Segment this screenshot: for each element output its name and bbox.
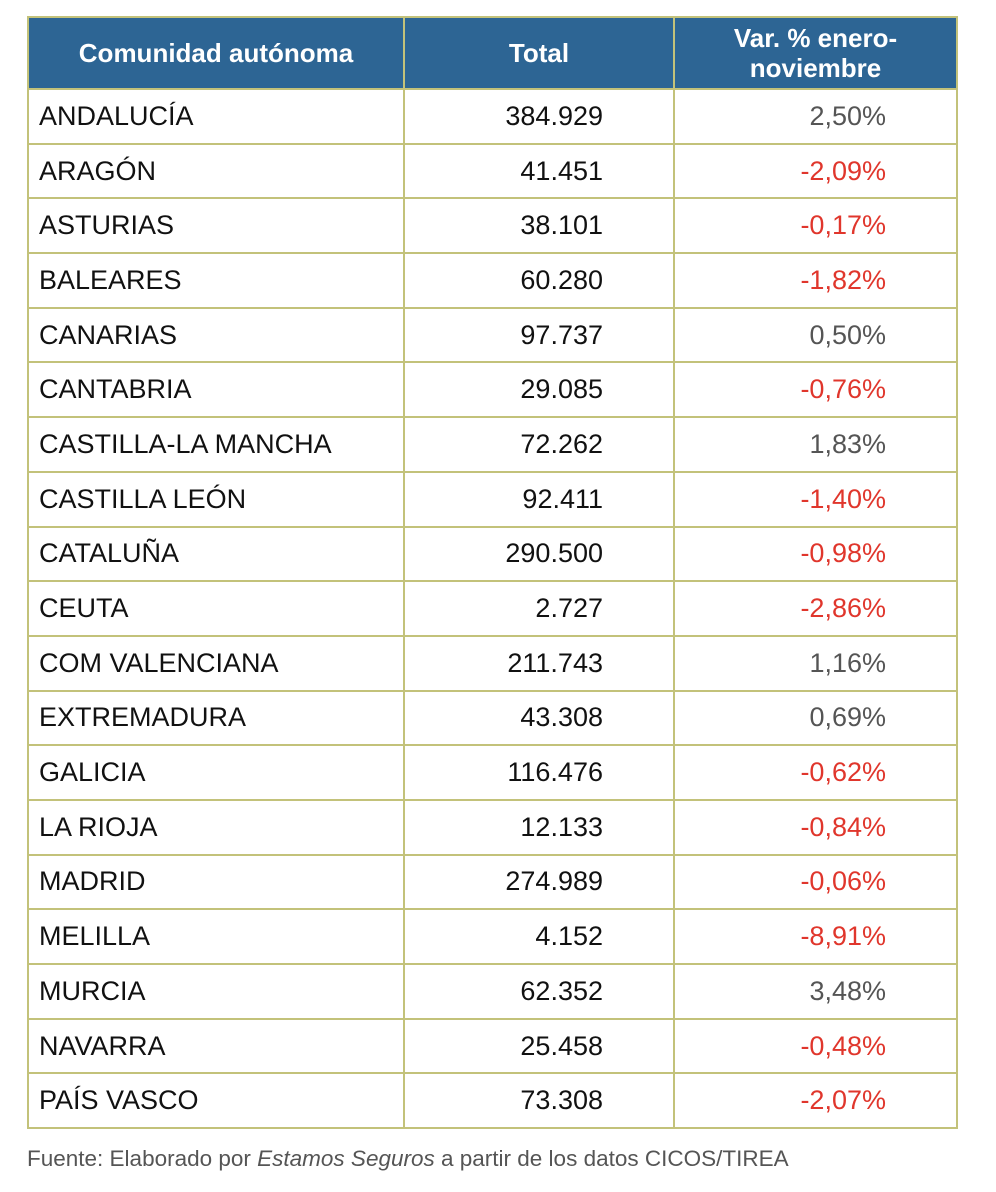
cell-variation: 1,16% [673, 634, 958, 692]
cell-community: NAVARRA [27, 1017, 405, 1075]
cell-total: 43.308 [403, 689, 675, 747]
cell-community: ASTURIAS [27, 197, 405, 255]
source-note: Fuente: Elaborado por Estamos Seguros a … [27, 1146, 789, 1172]
table-row: CATALUÑA 290.500 -0,98% [27, 525, 958, 583]
cell-community: MURCIA [27, 963, 405, 1020]
cell-community: BALEARES [27, 252, 405, 309]
source-suffix: a partir de los datos CICOS/TIREA [434, 1146, 789, 1171]
cell-variation: -0,48% [673, 1017, 958, 1075]
table-row: MURCIA 62.352 3,48% [27, 963, 958, 1020]
cell-variation: -2,86% [673, 580, 958, 637]
cell-community: PAÍS VASCO [27, 1072, 405, 1130]
cell-variation: 3,48% [673, 963, 958, 1020]
cell-variation: -0,84% [673, 798, 958, 856]
source-prefix: Fuente: Elaborado por [27, 1146, 258, 1171]
table-row: LA RIOJA 12.133 -0,84% [27, 798, 958, 856]
cell-variation: -0,06% [673, 853, 958, 911]
cell-total: 60.280 [403, 252, 675, 309]
table-row: EXTREMADURA 43.308 0,69% [27, 689, 958, 747]
cell-total: 211.743 [403, 634, 675, 692]
table-row: CASTILLA-LA MANCHA 72.262 1,83% [27, 416, 958, 473]
cell-total: 4.152 [403, 908, 675, 965]
table-row: CASTILLA LEÓN 92.411 -1,40% [27, 470, 958, 528]
cell-total: 72.262 [403, 416, 675, 473]
table-row: CANTABRIA 29.085 -0,76% [27, 361, 958, 419]
table-row: CEUTA 2.727 -2,86% [27, 580, 958, 637]
table-row: MADRID 274.989 -0,06% [27, 853, 958, 911]
cell-variation: -1,40% [673, 470, 958, 528]
header-total: Total [403, 16, 675, 90]
cell-community: COM VALENCIANA [27, 634, 405, 692]
cell-community: CEUTA [27, 580, 405, 637]
cell-community: ANDALUCÍA [27, 88, 405, 145]
cell-community: CANTABRIA [27, 361, 405, 419]
cell-total: 290.500 [403, 525, 675, 583]
cell-variation: -0,17% [673, 197, 958, 255]
cell-variation: -8,91% [673, 908, 958, 965]
cell-total: 38.101 [403, 197, 675, 255]
cell-community: CASTILLA LEÓN [27, 470, 405, 528]
cell-variation: -0,98% [673, 525, 958, 583]
table-row: ASTURIAS 38.101 -0,17% [27, 197, 958, 255]
header-variation: Var. % enero-noviembre [673, 16, 958, 90]
table-row: ANDALUCÍA 384.929 2,50% [27, 88, 958, 145]
cell-total: 41.451 [403, 142, 675, 200]
cell-community: ARAGÓN [27, 142, 405, 200]
cell-variation: 0,69% [673, 689, 958, 747]
cell-total: 116.476 [403, 744, 675, 801]
cell-community: EXTREMADURA [27, 689, 405, 747]
cell-community: MADRID [27, 853, 405, 911]
cell-total: 2.727 [403, 580, 675, 637]
table-row: ARAGÓN 41.451 -2,09% [27, 142, 958, 200]
table-row: GALICIA 116.476 -0,62% [27, 744, 958, 801]
cell-total: 384.929 [403, 88, 675, 145]
cell-variation: -0,76% [673, 361, 958, 419]
cell-community: GALICIA [27, 744, 405, 801]
cell-variation: 1,83% [673, 416, 958, 473]
table-row: MELILLA 4.152 -8,91% [27, 908, 958, 965]
cell-total: 274.989 [403, 853, 675, 911]
cell-variation: -2,09% [673, 142, 958, 200]
cell-community: CASTILLA-LA MANCHA [27, 416, 405, 473]
cell-total: 29.085 [403, 361, 675, 419]
cell-total: 92.411 [403, 470, 675, 528]
cell-variation: -1,82% [673, 252, 958, 309]
cell-total: 25.458 [403, 1017, 675, 1075]
table-row: COM VALENCIANA 211.743 1,16% [27, 634, 958, 692]
header-community: Comunidad autónoma [27, 16, 405, 90]
cell-community: LA RIOJA [27, 798, 405, 856]
cell-community: CATALUÑA [27, 525, 405, 583]
cell-variation: 2,50% [673, 88, 958, 145]
table-row: PAÍS VASCO 73.308 -2,07% [27, 1072, 958, 1130]
data-table: Comunidad autónoma Total Var. % enero-no… [27, 16, 958, 1130]
table-row: NAVARRA 25.458 -0,48% [27, 1017, 958, 1075]
cell-total: 12.133 [403, 798, 675, 856]
cell-total: 73.308 [403, 1072, 675, 1130]
cell-variation: 0,50% [673, 306, 958, 364]
cell-variation: -2,07% [673, 1072, 958, 1130]
cell-variation: -0,62% [673, 744, 958, 801]
cell-total: 62.352 [403, 963, 675, 1020]
cell-total: 97.737 [403, 306, 675, 364]
table-row: BALEARES 60.280 -1,82% [27, 252, 958, 309]
cell-community: CANARIAS [27, 306, 405, 364]
table-row: CANARIAS 97.737 0,50% [27, 306, 958, 364]
header-row: Comunidad autónoma Total Var. % enero-no… [27, 16, 958, 90]
source-publisher: Estamos Seguros [257, 1146, 435, 1171]
cell-community: MELILLA [27, 908, 405, 965]
